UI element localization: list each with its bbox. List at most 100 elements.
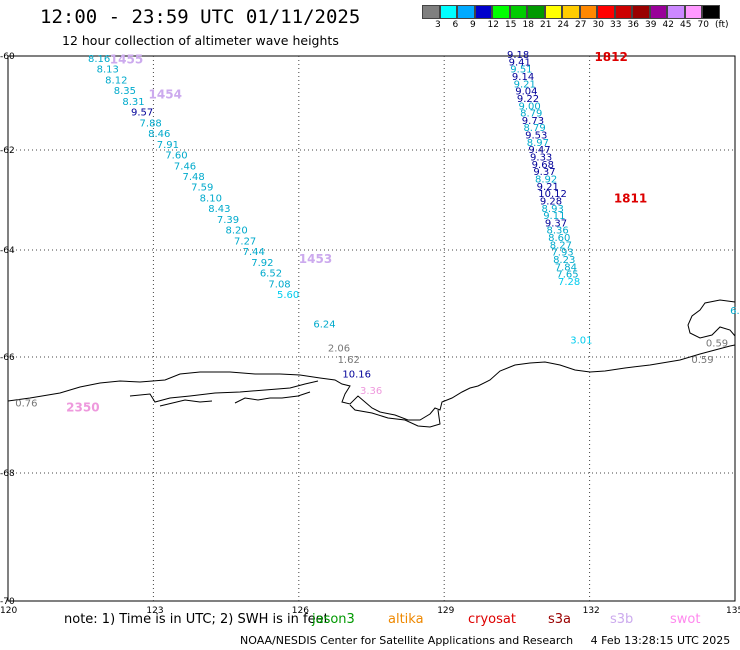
wave-height-label: 7.92 — [251, 258, 273, 269]
wave-height-label: 8.13 — [97, 65, 119, 76]
colorbar-swatch — [702, 5, 720, 19]
colorbar-label: 33 — [610, 20, 622, 30]
colorbar-swatch — [614, 5, 632, 19]
x-tick-label: 129 — [437, 606, 454, 616]
pass-number-label: 1453 — [299, 252, 332, 266]
map-title: 12:00 - 23:59 UTC 01/11/2025 — [40, 6, 361, 28]
y-tick-label: -68 — [0, 469, 15, 479]
colorbar-label: 21 — [540, 20, 552, 30]
wave-height-label: 8.12 — [105, 75, 127, 86]
wave-height-label: 9.14 — [512, 72, 534, 83]
units-note: note: 1) Time is in UTC; 2) SWH is in fe… — [64, 612, 329, 627]
colorbar-swatch — [474, 5, 492, 19]
satellite-legend-s3b: s3b — [610, 612, 634, 627]
colorbar-swatch — [509, 5, 527, 19]
wave-height-label: 3.36 — [360, 386, 382, 397]
colorbar-swatch — [544, 5, 562, 19]
wave-height-label: 10.12 — [538, 189, 567, 200]
colorbar-label: 24 — [557, 20, 569, 30]
colorbar-label: 36 — [627, 20, 639, 30]
pass-number-label: 1455 — [110, 52, 143, 66]
wave-height-label: 7.08 — [268, 279, 290, 290]
wave-height-label: 8.93 — [542, 204, 564, 215]
wave-height-label: 6.24 — [313, 320, 335, 331]
antarctic-coastline — [7, 299, 736, 428]
colorbar-label: 6 — [452, 20, 459, 30]
wave-height-label: 9.68 — [532, 160, 554, 171]
wave-height-label: 7.46 — [174, 161, 196, 172]
pass-number-label: 1811 — [614, 192, 647, 206]
wave-height-label: 7.93 — [551, 248, 573, 259]
wave-height-label: 8.36 — [546, 226, 568, 237]
colorbar-swatch — [527, 5, 545, 19]
colorbar-swatch — [597, 5, 615, 19]
wave-height-label: 9.28 — [540, 196, 562, 207]
wave-height-label: 9.00 — [519, 101, 541, 112]
colorbar-swatch — [684, 5, 702, 19]
wave-height-label: 9.51 — [510, 65, 532, 76]
colorbar-label: 18 — [522, 20, 534, 30]
colorbar-label: 30 — [592, 20, 604, 30]
wave-height-label: 8.79 — [523, 123, 545, 134]
x-tick-label: 132 — [583, 606, 600, 616]
colorbar-swatch — [457, 5, 475, 19]
colorbar-label: 9 — [470, 20, 476, 30]
colorbar-swatch — [667, 5, 685, 19]
colorbar-label: (ft) — [715, 20, 729, 30]
satellite-legend-jason3: jason3 — [312, 612, 355, 627]
colorbar-swatch — [492, 5, 510, 19]
wave-height-label: 6.1 — [730, 306, 740, 317]
pass-number-label: 1812 — [594, 50, 627, 64]
wave-height-label: 7.84 — [555, 262, 577, 273]
y-tick-label: -62 — [0, 146, 15, 156]
wave-height-label: 9.04 — [515, 87, 537, 98]
wave-height-label: 8.10 — [200, 193, 222, 204]
wave-height-label: 3.01 — [570, 336, 592, 347]
colorbar-swatch — [562, 5, 580, 19]
colorbar-label: 12 — [487, 20, 499, 30]
satellite-legend-swot: swot — [670, 612, 701, 627]
x-tick-label: 126 — [292, 606, 309, 616]
wave-height-label: 8.35 — [114, 86, 136, 97]
wave-height-label: 8.23 — [553, 255, 575, 266]
pass-number-label: 1454 — [149, 88, 182, 102]
x-tick-label: 120 — [0, 606, 17, 616]
wave-height-label: 7.44 — [243, 247, 265, 258]
credit-line: NOAA/NESDIS Center for Satellite Applica… — [240, 634, 731, 647]
wave-height-label: 9.11 — [543, 211, 565, 222]
wave-height-label: 0.76 — [15, 398, 37, 409]
x-tick-label: 135 — [726, 606, 740, 616]
wave-height-label: 8.79 — [520, 109, 542, 120]
x-tick-label: 123 — [146, 606, 163, 616]
colorbar-label: 70 — [697, 20, 709, 30]
wave-height-label: 9.53 — [525, 131, 547, 142]
wave-height-label: 7.59 — [191, 183, 213, 194]
wave-height-label: 0.59 — [706, 338, 728, 349]
wave-height-label: 8.16 — [88, 54, 110, 65]
wave-height-label: 1.62 — [338, 355, 360, 366]
wave-height-label: 8.43 — [208, 204, 230, 215]
wave-height-label: 7.39 — [217, 215, 239, 226]
wave-height-label: 8.27 — [550, 240, 572, 251]
y-tick-label: -60 — [0, 52, 15, 62]
wave-height-label: 8.46 — [148, 129, 170, 140]
wave-height-label: 9.57 — [131, 108, 153, 119]
wave-height-colorbar — [422, 5, 720, 19]
colorbar-label: 3 — [435, 20, 441, 30]
wave-height-label: 9.18 — [507, 50, 529, 61]
wave-height-label: 9.37 — [533, 167, 555, 178]
wave-height-label: 6.52 — [260, 269, 282, 280]
y-tick-label: -64 — [0, 246, 15, 256]
wave-height-label: 9.47 — [528, 145, 550, 156]
wave-height-label: 7.88 — [140, 118, 162, 129]
wave-height-label: 8.31 — [122, 97, 144, 108]
wave-height-label: 9.37 — [545, 218, 567, 229]
wave-height-label: 5.60 — [277, 290, 299, 301]
wave-height-label: 7.48 — [183, 172, 205, 183]
wave-height-label: 8.92 — [535, 174, 557, 185]
wave-height-label: 10.16 — [342, 369, 371, 380]
wave-height-label: 9.21 — [537, 182, 559, 193]
lat-lon-grid — [8, 56, 735, 601]
wave-height-label: 7.28 — [558, 277, 580, 288]
